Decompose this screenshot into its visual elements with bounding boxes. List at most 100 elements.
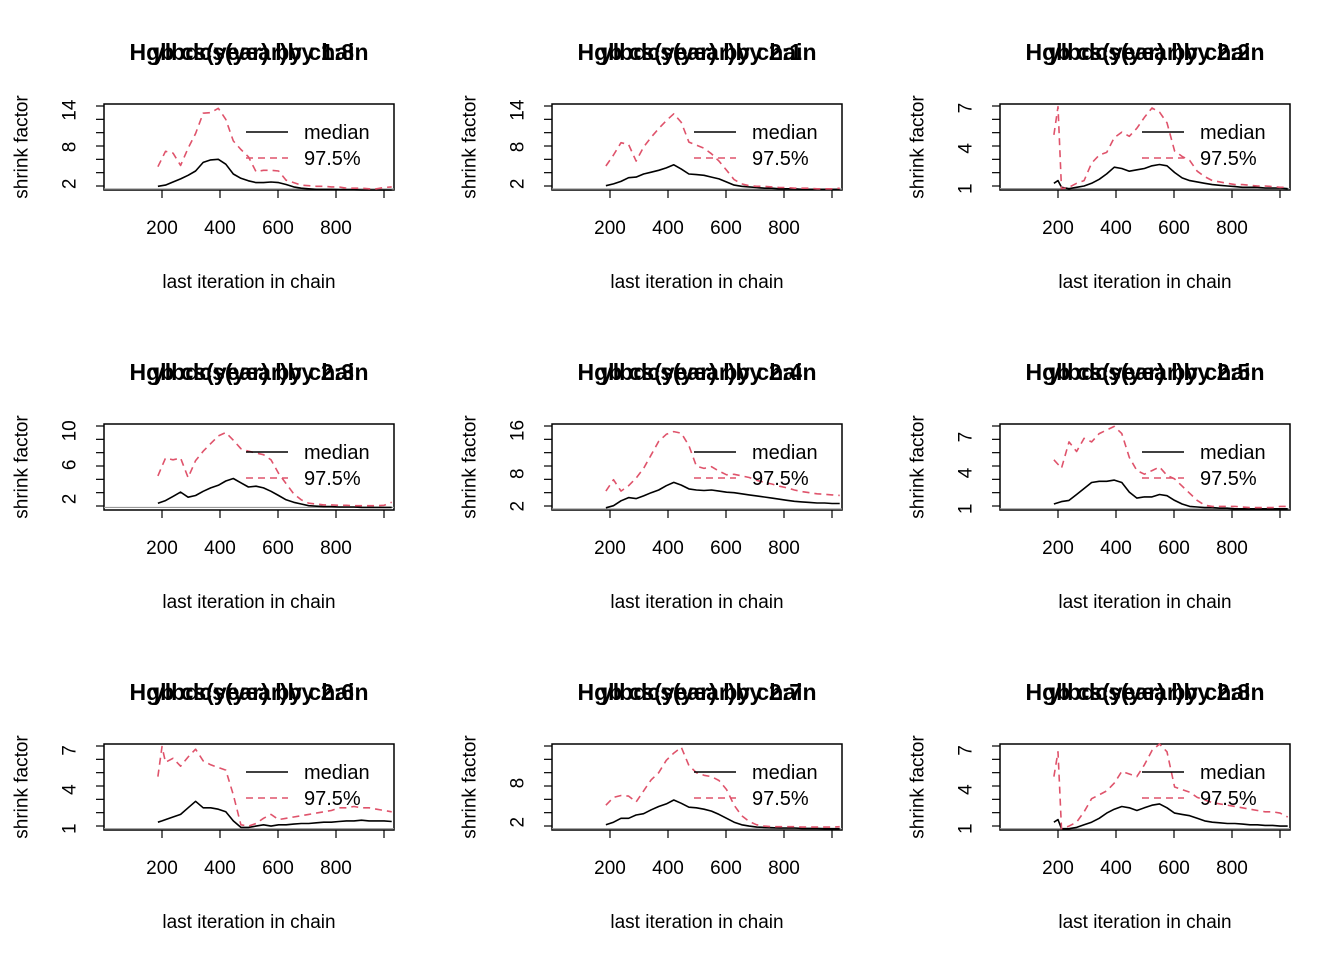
- x-tick-label: 600: [262, 218, 294, 239]
- x-tick-label: 800: [768, 218, 800, 239]
- y-tick-label: 2: [60, 494, 81, 505]
- y-tick-label: 4: [956, 467, 977, 478]
- plot-frame: [551, 743, 843, 831]
- y-tick-label: 8: [508, 468, 529, 479]
- series-median-line: [605, 481, 840, 509]
- legend-975-label: 97.5%: [1200, 788, 1257, 810]
- legend-median-label: median: [1200, 762, 1266, 784]
- series-975-line: [1053, 743, 1289, 830]
- y-tick-label: 7: [956, 745, 977, 756]
- y-tick-label: 2: [60, 179, 81, 190]
- series-median-line: [1053, 479, 1288, 510]
- legend-median-label: median: [752, 122, 818, 144]
- x-tick-label: 400: [204, 858, 236, 879]
- x-tick-label: 800: [768, 538, 800, 559]
- y-tick-label: 8: [508, 142, 529, 153]
- y-tick-label: 2: [508, 817, 529, 828]
- x-tick-label: 800: [320, 218, 352, 239]
- plot-frame: [551, 103, 843, 191]
- x-tick-label: 200: [146, 858, 178, 879]
- x-tick-label: 600: [1158, 538, 1190, 559]
- x-tick-label: 400: [652, 858, 684, 879]
- legend-975-label: 97.5%: [1200, 148, 1257, 170]
- series-975-line: [157, 431, 392, 507]
- y-tick-label: 7: [60, 745, 81, 756]
- chart-title-overlap: ylbdcs(year)by 2:5: [1048, 359, 1250, 385]
- x-tick-label: 200: [594, 538, 626, 559]
- x-tick-label: 600: [710, 218, 742, 239]
- chart-title: Hgb cs(year) by chain: [1025, 39, 1264, 65]
- legend-median-label: median: [752, 442, 818, 464]
- chart-title: Hgb cs(year) by chain: [1025, 679, 1264, 705]
- x-tick-label: 600: [262, 858, 294, 879]
- legend-median-label: median: [304, 762, 370, 784]
- y-tick-label: 14: [60, 99, 81, 121]
- chart-title-overlap: ylbdcs(year)by 2:6: [152, 679, 354, 705]
- series-975-line: [157, 107, 392, 190]
- x-tick-label: 600: [710, 538, 742, 559]
- chart-title: Hgb cs(year) by chain: [129, 39, 368, 65]
- x-tick-label: 200: [1042, 218, 1074, 239]
- legend-975-label: 97.5%: [304, 788, 361, 810]
- x-axis-label: last iteration in chain: [1058, 912, 1231, 933]
- y-tick-label: 8: [508, 778, 529, 789]
- y-axis-label: shrink factor: [12, 415, 33, 519]
- y-axis-label: shrink factor: [908, 415, 929, 519]
- y-tick-label: 1: [956, 823, 977, 834]
- y-tick-label: 7: [956, 103, 977, 114]
- chart-title-overlap: ylbdcs(year)by 2:8: [1048, 679, 1250, 705]
- plot-frame: [999, 743, 1291, 831]
- x-tick-label: 400: [1100, 538, 1132, 559]
- x-axis-label: last iteration in chain: [1058, 592, 1231, 613]
- legend-median-label: median: [1200, 122, 1266, 144]
- series-975-line: [605, 746, 840, 828]
- y-axis-label: shrink factor: [460, 415, 481, 519]
- y-tick-label: 6: [60, 460, 81, 471]
- y-tick-label: 1: [60, 823, 81, 834]
- plot-frame: [103, 103, 395, 191]
- series-median-line: [157, 158, 392, 191]
- legend-median-label: median: [1200, 442, 1266, 464]
- series-median-line: [157, 800, 392, 829]
- plot-frame: [551, 423, 843, 511]
- series-975-line: [1053, 105, 1288, 190]
- chart-title-overlap: ylbdcs(year)by 2:7: [600, 679, 802, 705]
- chart-title-overlap: ylbdcs(year)by 2:4: [600, 359, 802, 385]
- plot-frame: [103, 743, 395, 831]
- x-axis-label: last iteration in chain: [162, 912, 335, 933]
- x-tick-label: 800: [1216, 858, 1248, 879]
- chart-title-overlap: ylbdcs(year)by 2:3: [152, 359, 354, 385]
- y-axis-label: shrink factor: [460, 95, 481, 199]
- y-axis-label: shrink factor: [908, 735, 929, 839]
- x-axis-label: last iteration in chain: [610, 912, 783, 933]
- x-axis-label: last iteration in chain: [610, 272, 783, 293]
- x-tick-label: 200: [1042, 858, 1074, 879]
- x-axis-label: last iteration in chain: [162, 592, 335, 613]
- series-median-line: [605, 164, 840, 191]
- x-tick-label: 400: [652, 538, 684, 559]
- y-tick-label: 7: [956, 432, 977, 443]
- x-tick-label: 600: [262, 538, 294, 559]
- series-median-line: [605, 799, 840, 830]
- y-tick-label: 10: [60, 420, 81, 441]
- x-axis-label: last iteration in chain: [1058, 272, 1231, 293]
- y-tick-label: 1: [956, 504, 977, 515]
- plot-frame: [999, 423, 1291, 511]
- x-tick-label: 400: [1100, 218, 1132, 239]
- y-tick-label: 4: [956, 784, 977, 795]
- series-975-line: [605, 430, 840, 497]
- x-tick-label: 400: [204, 218, 236, 239]
- plot-frame: [103, 423, 395, 511]
- chart-title: Hgb cs(year) by chain: [577, 39, 816, 65]
- series-median-line: [157, 477, 392, 509]
- y-axis-label: shrink factor: [12, 735, 33, 839]
